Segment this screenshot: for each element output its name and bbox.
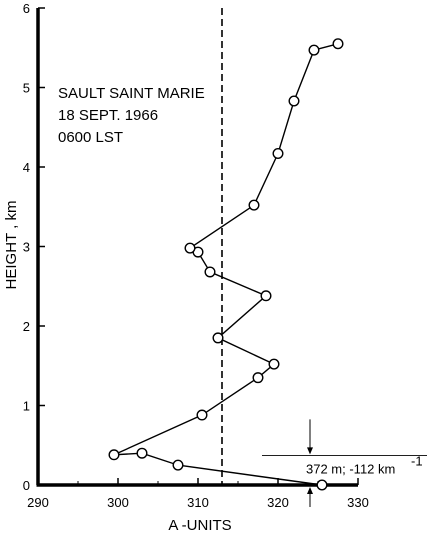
x-tick-label-300: 300 xyxy=(107,495,129,510)
data-point-0 xyxy=(317,480,327,490)
data-point-9 xyxy=(205,267,215,277)
data-point-13 xyxy=(273,149,283,159)
annotation-line-3: 0600 LST xyxy=(58,129,123,146)
annotation-arrowhead-bottom xyxy=(307,487,313,494)
data-point-3 xyxy=(109,450,119,460)
data-point-2 xyxy=(137,448,147,458)
data-point-14 xyxy=(289,96,299,106)
data-point-11 xyxy=(185,243,195,253)
x-tick-label-320: 320 xyxy=(267,495,289,510)
data-point-15 xyxy=(309,45,319,55)
y-tick-label-5: 5 xyxy=(23,81,30,96)
y-axis-label: HEIGHT , km xyxy=(3,201,20,290)
annotation-layer: 372 m; -112 km -1 xyxy=(262,419,427,507)
y-tick-label-0: 0 xyxy=(23,478,30,493)
data-point-16 xyxy=(333,39,343,49)
x-tick-label-330: 330 xyxy=(347,495,369,510)
annotation-line-1: SAULT SAINT MARIE xyxy=(58,85,205,102)
data-point-1 xyxy=(173,460,183,470)
x-tick-label-290: 290 xyxy=(27,495,49,510)
x-axis-label: A -UNITS xyxy=(168,517,231,534)
annotation-arrowhead-top xyxy=(307,447,313,454)
x-tick-label-310: 310 xyxy=(187,495,209,510)
y-tick-label-2: 2 xyxy=(23,319,30,334)
y-tick-label-1: 1 xyxy=(23,399,30,414)
data-point-7 xyxy=(213,333,223,343)
annotation-superscript: -1 xyxy=(411,453,423,468)
annotation-text: 372 m; -112 km xyxy=(306,461,395,476)
data-point-12 xyxy=(249,200,259,210)
data-point-5 xyxy=(253,373,263,383)
y-tick-label-6: 6 xyxy=(23,1,30,16)
annotation-line-2: 18 SEPT. 1966 xyxy=(58,107,158,124)
data-point-6 xyxy=(269,359,279,369)
data-point-4 xyxy=(197,410,207,420)
data-point-8 xyxy=(261,291,271,301)
y-tick-label-4: 4 xyxy=(23,160,30,175)
y-tick-label-3: 3 xyxy=(23,240,30,255)
